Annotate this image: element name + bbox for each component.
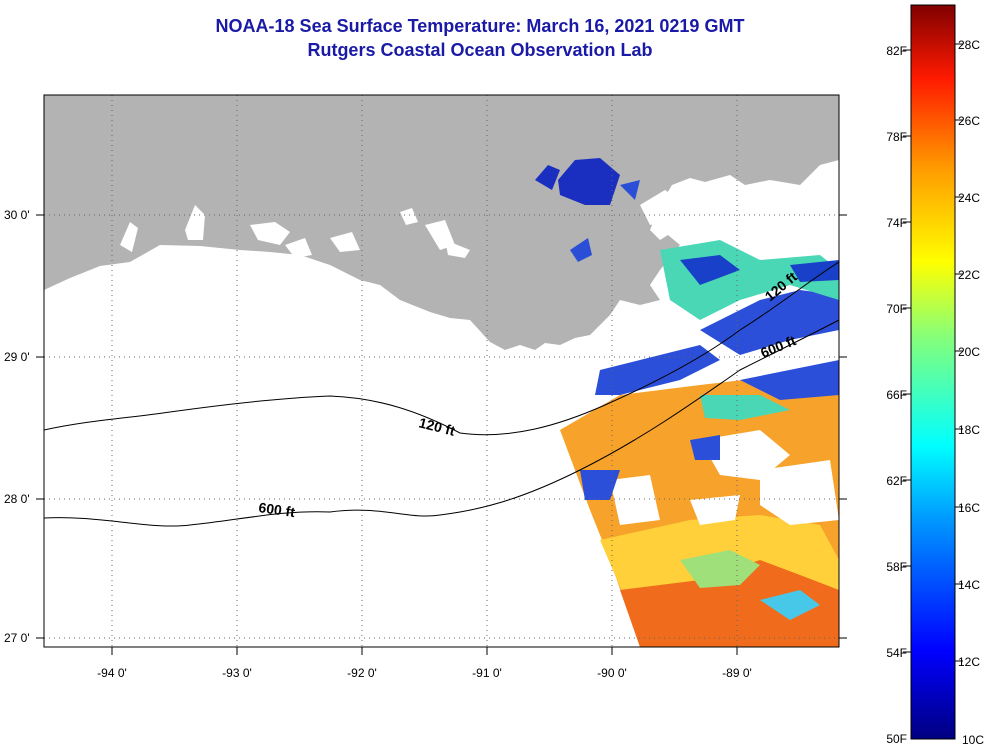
lat-labels: 30 0' 29 0' 28 0' 27 0' bbox=[4, 208, 30, 645]
colorbar-c-label: 24C bbox=[958, 191, 980, 205]
colorbar-f-label: 50F bbox=[886, 732, 907, 746]
colorbar-ticks bbox=[903, 43, 963, 662]
colorbar-c-label: 26C bbox=[958, 114, 980, 128]
colorbar-f-label: 70F bbox=[886, 302, 907, 316]
colorbar-c-label: 16C bbox=[958, 501, 980, 515]
inland-lakes bbox=[120, 190, 750, 262]
colorbar-f-label: 58F bbox=[886, 560, 907, 574]
colorbar-f-label: 78F bbox=[886, 130, 907, 144]
colorbar bbox=[910, 4, 956, 740]
lon-label: -89 0' bbox=[722, 666, 752, 680]
lon-label: -93 0' bbox=[222, 666, 252, 680]
lat-label: 29 0' bbox=[4, 350, 30, 364]
colorbar-c-label: 20C bbox=[958, 345, 980, 359]
lat-label: 30 0' bbox=[4, 208, 30, 222]
colorbar-c-label: 28C bbox=[958, 38, 980, 52]
cool-sst-patches bbox=[580, 290, 839, 500]
lon-labels: -94 0' -93 0' -92 0' -91 0' -90 0' -89 0… bbox=[97, 666, 752, 680]
lat-label: 27 0' bbox=[4, 631, 30, 645]
lat-label: 28 0' bbox=[4, 492, 30, 506]
inland-sst-blobs-2 bbox=[570, 180, 640, 262]
sst-swath-green bbox=[680, 550, 760, 588]
lon-ticks bbox=[111, 647, 738, 655]
colorbar-f-label: 66F bbox=[886, 388, 907, 402]
colorbar-c-label: 12C bbox=[958, 655, 980, 669]
map-subtitle: Rutgers Coastal Ocean Observation Lab bbox=[307, 40, 653, 60]
colorbar-f-label: 54F bbox=[886, 646, 907, 660]
colorbar-c-label: 10C bbox=[962, 733, 984, 747]
colorbar-c-label: 18C bbox=[958, 423, 980, 437]
isobath-contours bbox=[44, 261, 839, 527]
colorbar-f-labels: 82F 78F 74F 70F 66F 62F 58F 54F 50F bbox=[886, 44, 907, 746]
colorbar-c-labels: 28C 26C 24C 22C 20C 18C 16C 14C 12C 10C bbox=[958, 38, 984, 747]
isobath-label: 600 ft bbox=[258, 499, 297, 520]
graticule bbox=[44, 95, 839, 647]
lon-label: -90 0' bbox=[597, 666, 627, 680]
lon-label: -92 0' bbox=[347, 666, 377, 680]
colorbar-c-label: 14C bbox=[958, 578, 980, 592]
lon-label: -91 0' bbox=[472, 666, 502, 680]
map-title: NOAA-18 Sea Surface Temperature: March 1… bbox=[215, 16, 745, 36]
map-frame bbox=[43, 94, 840, 648]
lat-ticks bbox=[36, 214, 847, 639]
colorbar-f-label: 62F bbox=[886, 474, 907, 488]
sst-swath-cyan bbox=[760, 590, 820, 620]
sst-swath-orange bbox=[620, 560, 839, 647]
cloud-gaps bbox=[610, 430, 839, 525]
colorbar-c-label: 22C bbox=[958, 268, 980, 282]
inland-sst-blobs bbox=[535, 158, 620, 205]
coastal-blue-sst bbox=[680, 255, 839, 285]
lon-label: -94 0' bbox=[97, 666, 127, 680]
colorbar-f-label: 82F bbox=[886, 44, 907, 58]
colorbar-f-label: 74F bbox=[886, 216, 907, 230]
